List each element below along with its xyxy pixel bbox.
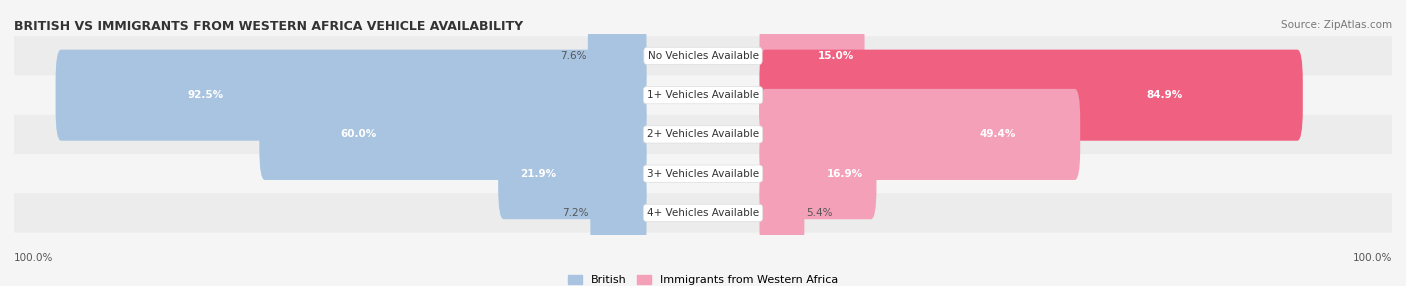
FancyBboxPatch shape — [588, 10, 647, 102]
FancyBboxPatch shape — [498, 128, 647, 219]
Text: 2+ Vehicles Available: 2+ Vehicles Available — [647, 130, 759, 139]
FancyBboxPatch shape — [591, 167, 647, 259]
FancyBboxPatch shape — [56, 50, 647, 141]
FancyBboxPatch shape — [259, 89, 647, 180]
Legend: British, Immigrants from Western Africa: British, Immigrants from Western Africa — [568, 275, 838, 285]
FancyBboxPatch shape — [14, 76, 1392, 115]
FancyBboxPatch shape — [14, 193, 1392, 233]
FancyBboxPatch shape — [759, 50, 1303, 141]
Text: 16.9%: 16.9% — [827, 169, 862, 179]
FancyBboxPatch shape — [14, 36, 1392, 76]
FancyBboxPatch shape — [14, 154, 1392, 193]
FancyBboxPatch shape — [759, 10, 865, 102]
Text: 7.2%: 7.2% — [562, 208, 589, 218]
Text: 1+ Vehicles Available: 1+ Vehicles Available — [647, 90, 759, 100]
Text: 15.0%: 15.0% — [817, 51, 853, 61]
FancyBboxPatch shape — [14, 115, 1392, 154]
Text: 5.4%: 5.4% — [806, 208, 832, 218]
Text: No Vehicles Available: No Vehicles Available — [648, 51, 758, 61]
Text: BRITISH VS IMMIGRANTS FROM WESTERN AFRICA VEHICLE AVAILABILITY: BRITISH VS IMMIGRANTS FROM WESTERN AFRIC… — [14, 20, 523, 33]
Text: 60.0%: 60.0% — [340, 130, 377, 139]
FancyBboxPatch shape — [759, 128, 876, 219]
Text: 84.9%: 84.9% — [1146, 90, 1182, 100]
Text: 100.0%: 100.0% — [1353, 253, 1392, 263]
FancyBboxPatch shape — [759, 167, 804, 259]
Text: 3+ Vehicles Available: 3+ Vehicles Available — [647, 169, 759, 179]
Text: 92.5%: 92.5% — [188, 90, 224, 100]
Text: 4+ Vehicles Available: 4+ Vehicles Available — [647, 208, 759, 218]
Text: Source: ZipAtlas.com: Source: ZipAtlas.com — [1281, 20, 1392, 30]
Text: 100.0%: 100.0% — [14, 253, 53, 263]
FancyBboxPatch shape — [759, 89, 1080, 180]
Text: 21.9%: 21.9% — [520, 169, 557, 179]
Text: 49.4%: 49.4% — [979, 130, 1015, 139]
Text: 7.6%: 7.6% — [560, 51, 586, 61]
